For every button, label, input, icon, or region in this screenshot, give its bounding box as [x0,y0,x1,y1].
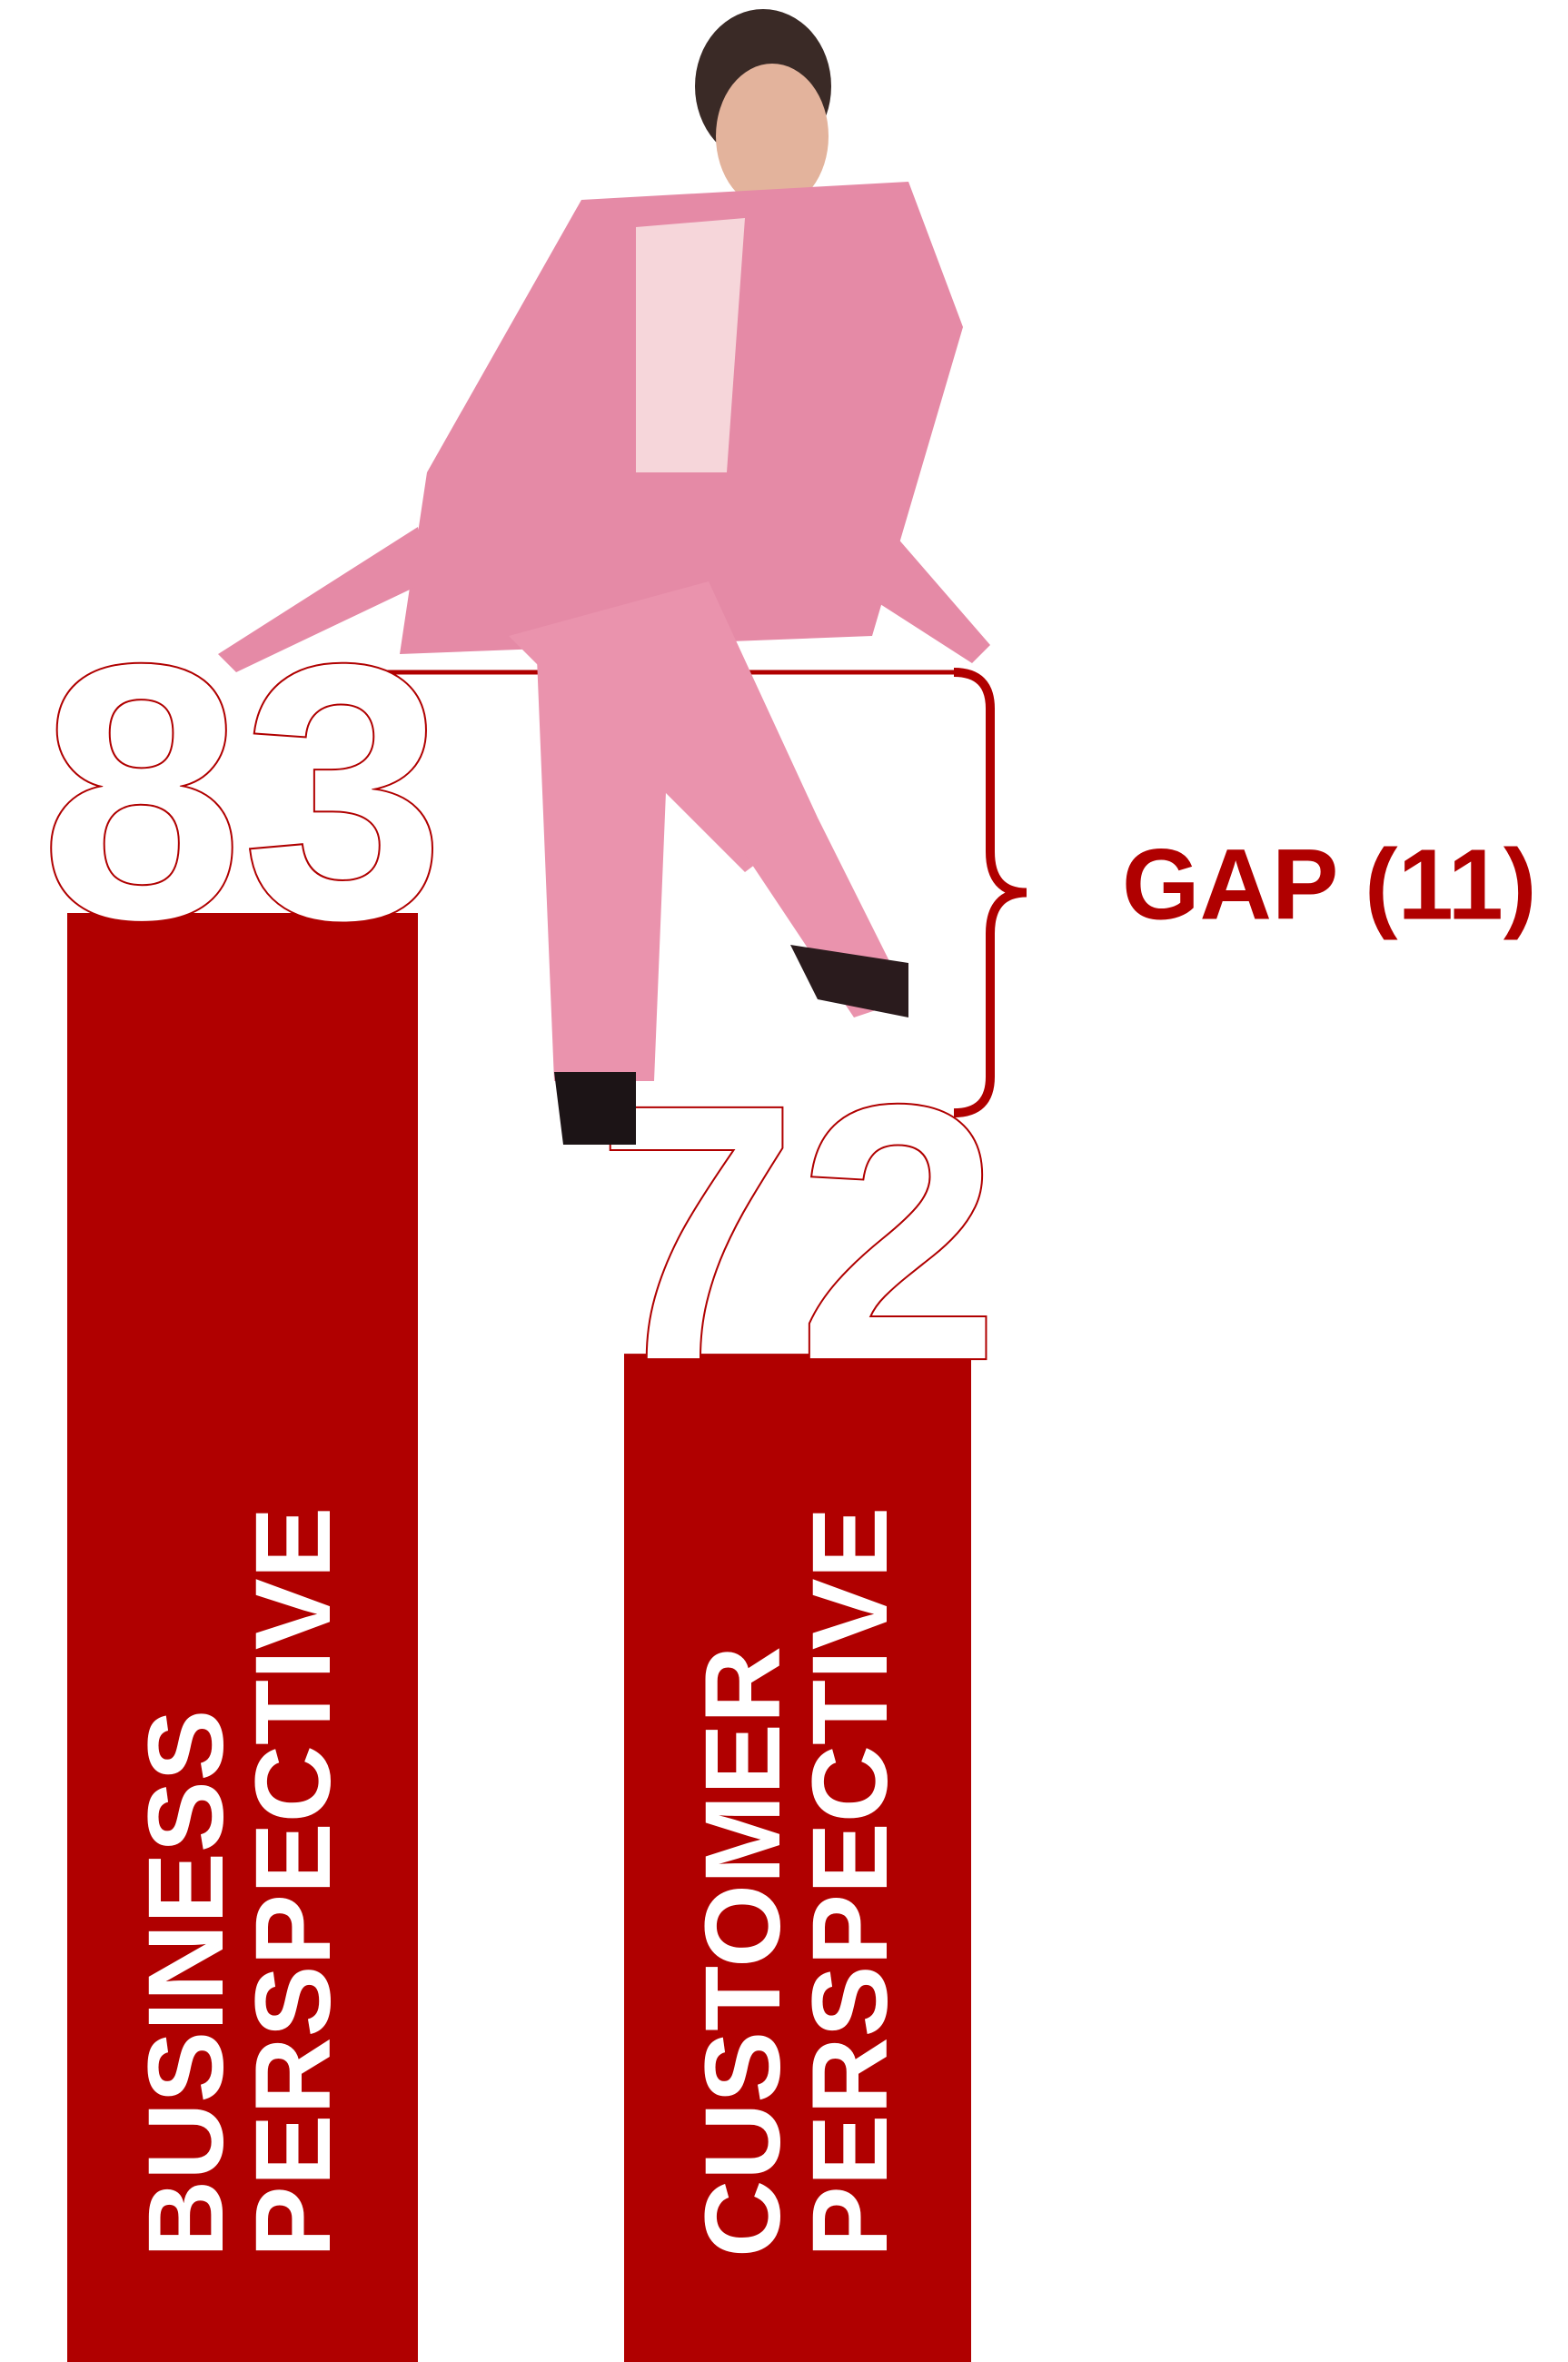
category-label: BUSINESS [126,1710,246,2258]
category-label: PERSPECTIVE [790,1507,910,2258]
chart: GAP (11) 83BUSINESSPERSPECTIVE72CUSTOMER… [0,0,1568,2362]
category-label: PERSPECTIVE [233,1507,353,2258]
category-label: CUSTOMER [683,1646,803,2258]
value-label: 72 [596,1029,1000,1435]
page: {"chart_data": {"type": "bar", "categori… [0,0,1568,2362]
gap-annotation: GAP (11) [1122,829,1537,941]
